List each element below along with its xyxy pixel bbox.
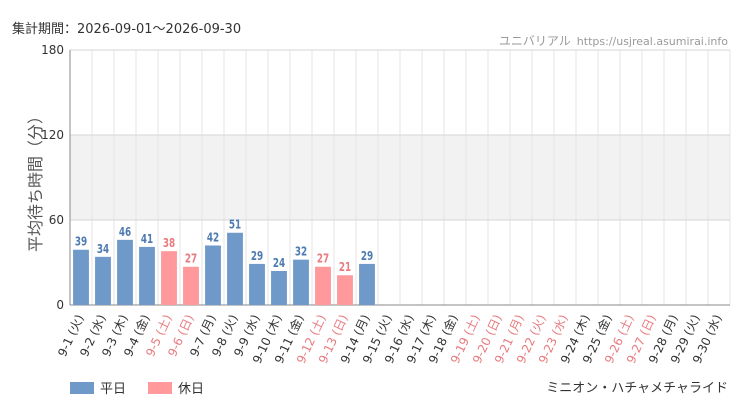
legend: 平日 休日 [70,378,226,397]
legend-swatch-holiday [148,381,173,394]
legend-swatch-weekday [70,381,94,394]
bar-value-label: 21 [339,260,351,274]
bar-value-label: 38 [163,236,175,250]
bar [249,263,265,305]
bar [359,263,375,305]
bar-value-label: 46 [119,225,131,239]
period-label: 集計期間：2026-09-01～2026-09-30 [12,22,242,37]
y-tick-label: 0 [56,298,64,312]
bar [227,232,243,305]
attraction-name: ミニオン・ハチャメチャライド [546,381,728,396]
site-name: ユニバリアル [498,34,571,48]
bar-value-label: 29 [361,249,373,263]
bar [95,256,111,305]
bar-value-label: 51 [229,218,241,232]
bar-value-label: 34 [97,242,109,256]
legend-label-weekday: 平日 [100,382,127,397]
bar [183,266,199,305]
bar-value-label: 24 [273,256,285,270]
bar [139,246,155,305]
y-tick-label: 60 [49,213,64,227]
bar [271,271,287,305]
legend-item-holiday[interactable]: 休日 [148,378,204,397]
legend-label-holiday: 休日 [178,382,205,397]
site-url[interactable]: https://usjreal.asumirai.info [576,35,728,48]
bar [315,266,331,305]
bar [293,259,309,305]
bar [337,275,353,305]
legend-item-weekday[interactable]: 平日 [70,378,126,397]
bar-value-label: 32 [295,245,307,259]
bar-value-label: 42 [207,231,219,245]
bar [205,245,221,305]
bar-value-label: 29 [251,249,263,263]
bar-value-label: 41 [141,232,153,246]
y-tick-label: 120 [41,128,64,142]
site-credit: ユニバリアル https://usjreal.asumirai.info [499,32,728,49]
bar-value-label: 27 [317,252,329,266]
y-tick-label: 180 [41,43,64,57]
bar [117,239,133,305]
bar-value-label: 27 [185,252,197,266]
bar [73,249,89,305]
bar-value-label: 39 [75,235,87,249]
bar [161,251,177,305]
